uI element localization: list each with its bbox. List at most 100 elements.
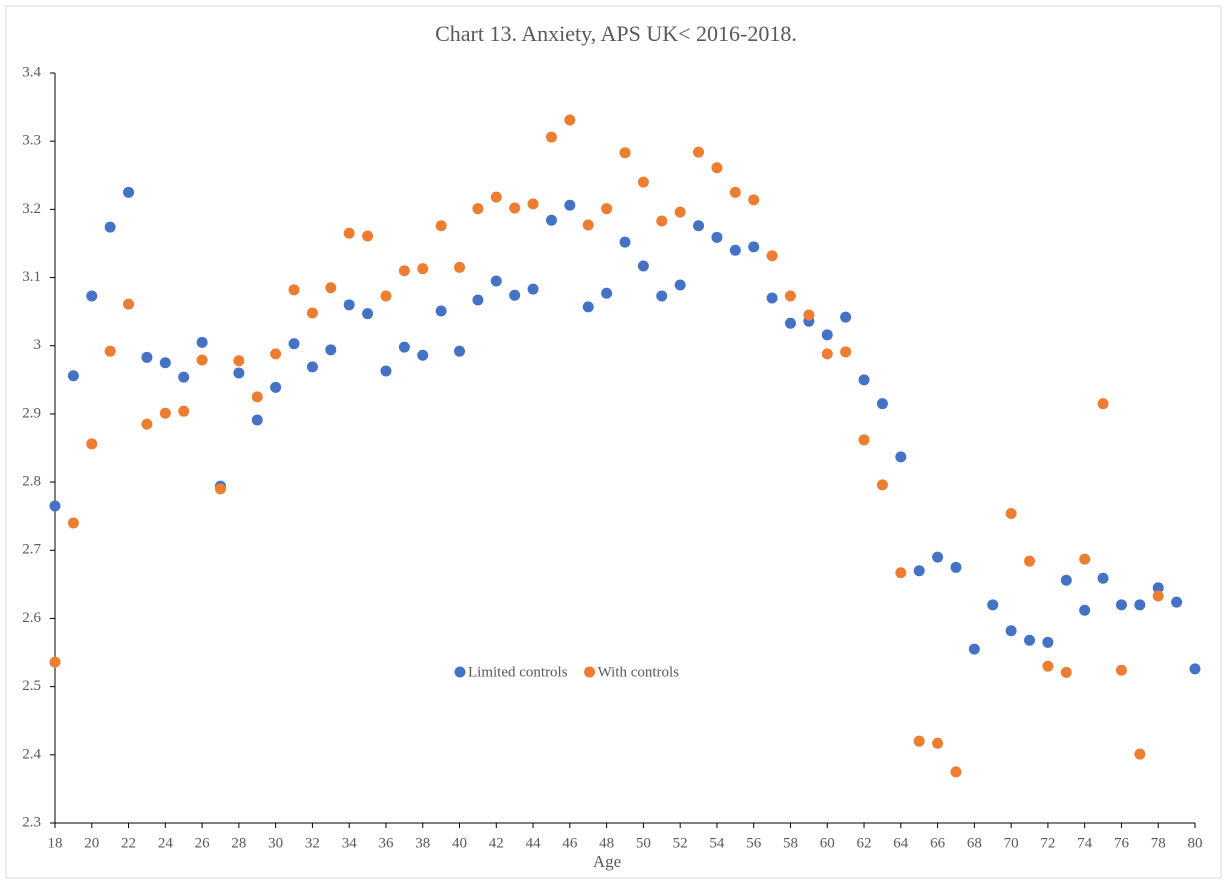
point: [1152, 582, 1164, 594]
point: [49, 656, 61, 668]
point: [435, 220, 447, 232]
point: [656, 290, 668, 302]
point: [454, 345, 466, 357]
point: [362, 308, 374, 320]
y-tick-label: 2.5: [22, 678, 41, 694]
x-tick-label: 36: [378, 835, 394, 851]
point: [729, 186, 741, 198]
point: [711, 231, 723, 243]
point: [637, 176, 649, 188]
point: [251, 391, 263, 403]
point: [601, 203, 613, 215]
point: [472, 294, 484, 306]
x-tick-label: 20: [84, 835, 99, 851]
x-tick-label: 26: [195, 835, 211, 851]
x-tick-label: 24: [158, 835, 174, 851]
point: [343, 299, 355, 311]
y-tick-label: 2.6: [22, 610, 41, 626]
point: [435, 305, 447, 317]
point: [619, 236, 631, 248]
point: [196, 336, 208, 348]
point: [1134, 599, 1146, 611]
point: [362, 230, 374, 242]
x-tick-label: 42: [489, 835, 504, 851]
point: [343, 227, 355, 239]
y-tick-label: 2.7: [22, 542, 41, 558]
legend-marker: [454, 666, 466, 678]
x-tick-label: 34: [342, 835, 358, 851]
point: [987, 599, 999, 611]
point: [950, 766, 962, 778]
x-axis-label: Age: [593, 852, 621, 871]
point: [1097, 572, 1109, 584]
x-tick-label: 18: [48, 835, 63, 851]
x-tick-label: 40: [452, 835, 467, 851]
point: [251, 414, 263, 426]
point: [509, 289, 521, 301]
point: [1042, 660, 1054, 672]
point: [1115, 599, 1127, 611]
point: [233, 367, 245, 379]
point: [674, 206, 686, 218]
x-tick-label: 38: [415, 835, 430, 851]
x-tick-label: 32: [305, 835, 320, 851]
x-tick-label: 44: [526, 835, 542, 851]
point: [729, 244, 741, 256]
point: [968, 643, 980, 655]
point: [104, 345, 116, 357]
point: [67, 370, 79, 382]
point: [582, 301, 594, 313]
y-tick-label: 3.1: [22, 269, 41, 285]
point: [1152, 590, 1164, 602]
point: [545, 131, 557, 143]
point: [527, 198, 539, 210]
point: [1189, 663, 1201, 675]
x-tick-label: 70: [1004, 835, 1019, 851]
point: [784, 290, 796, 302]
x-tick-label: 68: [967, 835, 982, 851]
point: [545, 214, 557, 226]
point: [1097, 398, 1109, 410]
x-tick-label: 64: [893, 835, 909, 851]
point: [454, 261, 466, 273]
x-tick-label: 78: [1151, 835, 1166, 851]
point: [417, 349, 429, 361]
point: [858, 434, 870, 446]
point: [490, 191, 502, 203]
point: [306, 361, 318, 373]
point: [913, 565, 925, 577]
point: [123, 186, 135, 198]
point: [766, 250, 778, 262]
y-tick-label: 2.9: [22, 405, 41, 421]
point: [86, 290, 98, 302]
x-tick-label: 46: [562, 835, 578, 851]
point: [1024, 555, 1036, 567]
x-tick-label: 80: [1188, 835, 1203, 851]
x-tick-label: 28: [231, 835, 246, 851]
point: [270, 348, 282, 360]
x-tick-label: 62: [857, 835, 872, 851]
point: [1134, 748, 1146, 760]
point: [214, 483, 226, 495]
point: [1005, 625, 1017, 637]
x-tick-label: 74: [1077, 835, 1093, 851]
point: [637, 260, 649, 272]
point: [398, 265, 410, 277]
point: [748, 241, 760, 253]
x-tick-label: 66: [930, 835, 946, 851]
point: [932, 737, 944, 749]
legend-label: With controls: [598, 664, 680, 680]
point: [784, 317, 796, 329]
x-tick-label: 72: [1040, 835, 1055, 851]
point: [1079, 604, 1091, 616]
point: [693, 220, 705, 232]
y-tick-label: 3.3: [22, 133, 41, 149]
point: [380, 290, 392, 302]
x-tick-label: 56: [746, 835, 762, 851]
point: [619, 147, 631, 159]
point: [417, 263, 429, 275]
point: [86, 438, 98, 450]
y-tick-label: 2.8: [22, 474, 41, 490]
x-tick-label: 60: [820, 835, 835, 851]
